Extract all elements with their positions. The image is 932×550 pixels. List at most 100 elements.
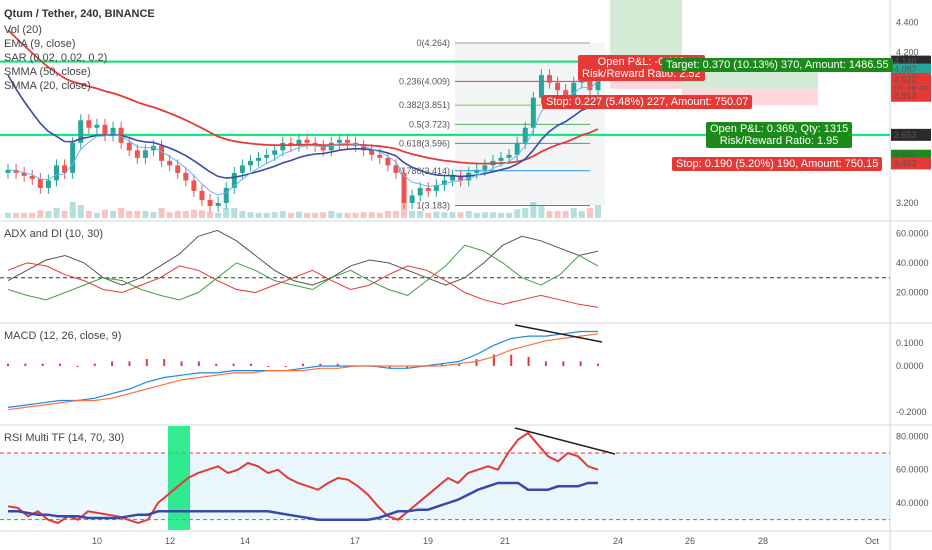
candle-body-13[interactable]: [110, 127, 116, 136]
candle-body-64[interactable]: [522, 127, 528, 143]
candle-body-7[interactable]: [62, 165, 68, 173]
volume-bar-56: [457, 212, 464, 218]
candle-body-23[interactable]: [191, 180, 197, 191]
candle-body-59[interactable]: [482, 165, 488, 170]
candle-body-16[interactable]: [134, 150, 140, 158]
candle-body-40[interactable]: [328, 142, 334, 151]
candle-body-25[interactable]: [207, 199, 213, 206]
candle-body-18[interactable]: [150, 145, 156, 151]
candle-body-26[interactable]: [215, 202, 221, 206]
candle-body-72[interactable]: [587, 75, 593, 91]
candle-body-22[interactable]: [183, 172, 189, 181]
candle-body-46[interactable]: [377, 154, 383, 158]
candle-body-30[interactable]: [247, 160, 253, 166]
symbol-title[interactable]: Qtum / Tether, 240, BINANCE: [4, 8, 155, 20]
candle-body-42[interactable]: [344, 139, 350, 143]
candle-body-10[interactable]: [86, 120, 92, 128]
candle-body-48[interactable]: [393, 165, 399, 173]
candle-body-33[interactable]: [272, 150, 278, 155]
adx-line[interactable]: [7, 229, 599, 286]
stop-box-2[interactable]: Stop: 0.190 (5.20%) 190, Amount: 750.15: [672, 157, 883, 171]
ema9-line[interactable]: [7, 80, 599, 196]
candle-body-29[interactable]: [239, 165, 245, 173]
candle-body-31[interactable]: [256, 157, 262, 161]
di-plus-line[interactable]: [7, 244, 599, 301]
indicator-ema[interactable]: EMA (9, close): [4, 38, 76, 50]
candle-body-28[interactable]: [231, 172, 237, 188]
candle-body-24[interactable]: [199, 190, 205, 200]
volume-bar-57: [465, 211, 472, 218]
di-minus-line[interactable]: [7, 262, 599, 308]
macd-divergence-line[interactable]: [514, 324, 603, 343]
candle-body-52[interactable]: [425, 187, 431, 191]
macd-line[interactable]: [7, 330, 598, 408]
candle-body-58[interactable]: [474, 169, 480, 173]
candle-body-37[interactable]: [304, 139, 310, 143]
rsi-htf-line[interactable]: [8, 481, 598, 521]
candle-body-0[interactable]: [5, 169, 11, 173]
candle-body-39[interactable]: [320, 145, 326, 151]
candle-body-20[interactable]: [167, 160, 173, 166]
candle-body-19[interactable]: [159, 145, 165, 161]
volume-bar-4: [37, 210, 44, 218]
target-box[interactable]: Target: 0.370 (10.13%) 370, Amount: 1486…: [662, 58, 893, 72]
candle-body-34[interactable]: [280, 142, 286, 151]
candle-body-47[interactable]: [385, 157, 391, 166]
candle-body-67[interactable]: [547, 75, 553, 83]
candle-body-32[interactable]: [264, 154, 270, 158]
adx-title[interactable]: ADX and DI (10, 30): [4, 228, 104, 240]
macd-title[interactable]: MACD (12, 26, close, 9): [4, 330, 122, 342]
open-pl-box-2[interactable]: Open P&L: 0.369, Qty: 1315 Risk/Reward R…: [706, 122, 853, 148]
x-label-8: 28: [758, 536, 768, 546]
candle-body-51[interactable]: [417, 187, 423, 196]
candle-body-8[interactable]: [70, 142, 76, 173]
candle-body-9[interactable]: [78, 120, 84, 143]
candle-body-63[interactable]: [514, 142, 520, 155]
candle-body-68[interactable]: [555, 82, 561, 91]
candle-body-2[interactable]: [21, 172, 27, 176]
rsi-line[interactable]: [7, 431, 599, 525]
macd-hist-1: [24, 363, 27, 366]
candle-body-56[interactable]: [458, 175, 464, 181]
candle-body-17[interactable]: [142, 150, 148, 158]
candle-body-69[interactable]: [563, 90, 569, 98]
candle-body-44[interactable]: [361, 145, 367, 151]
indicator-smma50[interactable]: SMMA (50, close): [4, 66, 91, 78]
rsi-title[interactable]: RSI Multi TF (14, 70, 30): [4, 432, 125, 444]
candle-body-27[interactable]: [223, 187, 229, 203]
candle-body-6[interactable]: [53, 165, 59, 181]
candle-body-53[interactable]: [433, 184, 439, 191]
candle-body-12[interactable]: [102, 124, 108, 136]
candle-body-49[interactable]: [401, 172, 407, 203]
candle-body-41[interactable]: [336, 139, 342, 143]
candle-body-54[interactable]: [441, 180, 447, 185]
candle-body-4[interactable]: [37, 178, 43, 188]
candle-body-36[interactable]: [296, 139, 302, 146]
candle-body-61[interactable]: [498, 157, 504, 161]
candle-body-66[interactable]: [538, 75, 544, 98]
candle-body-50[interactable]: [409, 195, 415, 203]
candle-body-3[interactable]: [29, 175, 35, 179]
indicator-vol[interactable]: Vol (20): [4, 24, 42, 36]
macd-signal-line[interactable]: [7, 333, 599, 411]
volume-bar-32: [263, 212, 270, 218]
stop-box-1[interactable]: Stop: 0.227 (5.48%) 227, Amount: 750.07: [542, 95, 753, 109]
indicator-sar[interactable]: SAR (0.02, 0.02, 0.2): [4, 52, 108, 64]
volume-bar-33: [271, 212, 278, 218]
candle-body-70[interactable]: [571, 82, 577, 98]
candle-body-5[interactable]: [45, 180, 51, 188]
candle-body-62[interactable]: [506, 154, 512, 158]
candle-body-15[interactable]: [126, 142, 132, 151]
volume-bar-21: [174, 211, 181, 218]
candle-body-11[interactable]: [94, 124, 100, 128]
volume-bar-8: [69, 202, 76, 218]
smma50-line[interactable]: [7, 29, 599, 165]
candle-body-21[interactable]: [175, 165, 181, 173]
candle-body-65[interactable]: [530, 97, 536, 128]
candle-body-55[interactable]: [450, 175, 456, 181]
candle-body-45[interactable]: [369, 150, 375, 155]
rsi-divergence-line[interactable]: [514, 427, 616, 455]
indicator-smma20[interactable]: SMMA (20, close): [4, 80, 91, 92]
